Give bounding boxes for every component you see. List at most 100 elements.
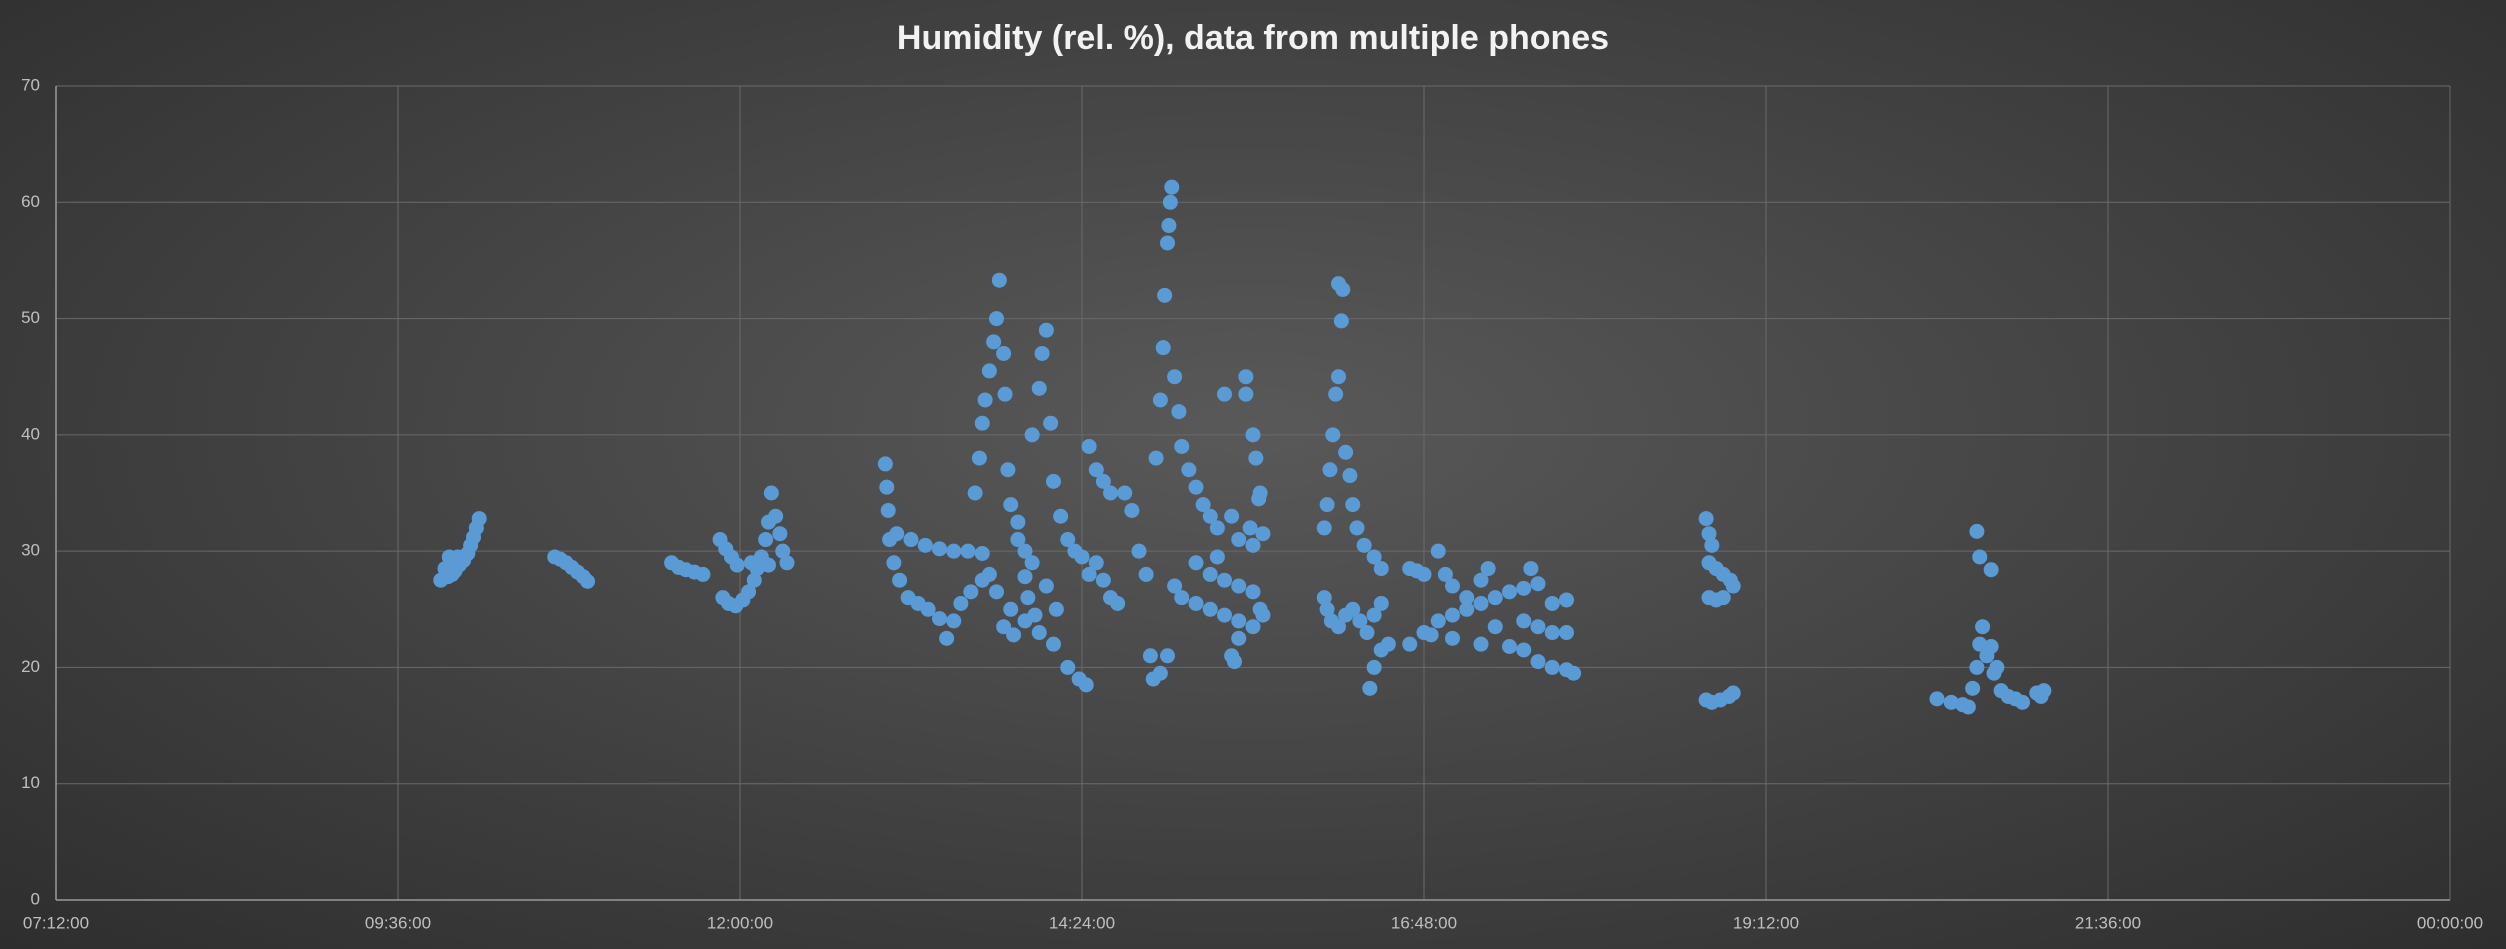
y-tick-label: 70 bbox=[21, 75, 40, 94]
point bbox=[1038, 322, 1054, 338]
point bbox=[879, 479, 895, 495]
point bbox=[1380, 636, 1396, 652]
point bbox=[1027, 607, 1043, 623]
y-tick-label: 50 bbox=[21, 308, 40, 327]
point bbox=[1160, 648, 1175, 664]
point bbox=[1349, 520, 1365, 536]
point bbox=[758, 532, 774, 548]
point bbox=[971, 450, 987, 466]
point bbox=[1238, 369, 1254, 385]
point bbox=[768, 508, 784, 524]
point bbox=[953, 595, 969, 611]
point bbox=[1046, 636, 1061, 652]
point bbox=[1445, 630, 1460, 646]
point bbox=[946, 543, 962, 559]
point bbox=[1969, 523, 1985, 539]
point bbox=[1138, 566, 1154, 582]
point bbox=[761, 557, 776, 573]
point bbox=[1174, 590, 1190, 606]
point bbox=[1366, 659, 1382, 675]
point bbox=[892, 572, 908, 588]
point bbox=[1226, 654, 1242, 670]
point bbox=[960, 543, 976, 559]
point bbox=[1516, 642, 1532, 658]
point bbox=[450, 549, 466, 565]
point bbox=[729, 557, 745, 573]
point bbox=[1174, 438, 1190, 454]
point bbox=[1152, 392, 1168, 408]
point bbox=[1319, 497, 1335, 513]
point bbox=[989, 584, 1004, 600]
point bbox=[1251, 491, 1267, 507]
point bbox=[772, 526, 788, 542]
point bbox=[967, 485, 983, 501]
point bbox=[932, 611, 947, 627]
point bbox=[1969, 659, 1985, 675]
point bbox=[1402, 636, 1418, 652]
point bbox=[1516, 613, 1532, 629]
point bbox=[1248, 450, 1264, 466]
point bbox=[1929, 691, 1945, 707]
point bbox=[1255, 526, 1271, 542]
point bbox=[917, 537, 933, 553]
point bbox=[1960, 699, 1976, 715]
point bbox=[1530, 654, 1546, 670]
point bbox=[1164, 179, 1180, 195]
x-tick-label: 12:00:00 bbox=[707, 913, 773, 932]
point bbox=[1131, 543, 1147, 559]
point bbox=[1704, 537, 1720, 553]
point bbox=[1333, 313, 1349, 329]
point bbox=[1202, 566, 1218, 582]
point bbox=[1362, 680, 1378, 696]
point bbox=[1238, 386, 1254, 402]
point bbox=[1188, 555, 1204, 571]
point bbox=[1523, 561, 1539, 577]
point bbox=[1544, 625, 1560, 641]
point bbox=[1202, 601, 1218, 617]
point bbox=[1024, 555, 1040, 571]
point bbox=[1088, 462, 1104, 478]
point bbox=[1245, 427, 1261, 443]
point bbox=[1161, 218, 1177, 234]
point bbox=[1473, 636, 1489, 652]
point bbox=[1152, 665, 1168, 681]
point bbox=[1725, 578, 1741, 594]
point bbox=[1074, 549, 1090, 565]
point bbox=[2036, 683, 2052, 699]
point bbox=[1006, 627, 1022, 643]
point bbox=[580, 573, 596, 589]
point bbox=[1416, 566, 1432, 582]
point bbox=[1331, 369, 1346, 385]
point bbox=[1024, 427, 1040, 443]
point bbox=[1020, 590, 1036, 606]
point bbox=[880, 502, 896, 518]
point bbox=[1338, 444, 1354, 460]
point bbox=[1473, 595, 1489, 611]
point bbox=[1345, 497, 1361, 513]
point bbox=[1103, 485, 1118, 501]
point bbox=[1217, 572, 1232, 588]
point bbox=[1473, 572, 1489, 588]
point bbox=[779, 555, 795, 571]
point bbox=[1095, 473, 1111, 489]
point bbox=[1046, 473, 1061, 489]
point bbox=[1245, 584, 1261, 600]
point bbox=[1217, 607, 1232, 623]
point bbox=[1034, 345, 1050, 361]
point bbox=[1975, 619, 1991, 635]
point bbox=[763, 485, 779, 501]
point bbox=[1231, 578, 1247, 594]
point bbox=[1502, 638, 1517, 654]
point bbox=[920, 601, 936, 617]
point bbox=[1081, 566, 1097, 582]
point bbox=[471, 511, 487, 527]
point bbox=[1366, 607, 1382, 623]
x-tick-label: 21:36:00 bbox=[2075, 913, 2141, 932]
point bbox=[1017, 569, 1033, 585]
point bbox=[1328, 386, 1344, 402]
point bbox=[1188, 479, 1204, 495]
x-tick-label: 00:00:00 bbox=[2417, 913, 2483, 932]
point bbox=[1359, 625, 1375, 641]
point bbox=[1983, 638, 1999, 654]
